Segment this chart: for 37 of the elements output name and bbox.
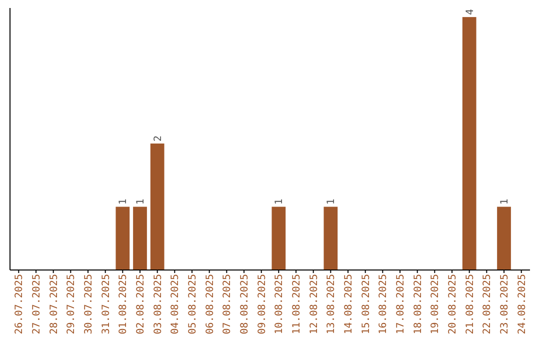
x-tick-label: 27.07.2025 [32,274,42,334]
x-tick-label: 02.08.2025 [136,274,146,334]
x-tick-label: 11.08.2025 [292,274,302,334]
data-label: 1 [136,198,146,205]
x-tick-label: 14.08.2025 [344,274,354,334]
x-tick-label: 06.08.2025 [204,274,216,334]
data-label: 1 [118,198,130,205]
x-tick-label: 12.08.2025 [308,274,320,334]
x-tick-label: 21.08.2025 [464,274,476,334]
x-tick-label: 30.07.2025 [84,274,94,334]
x-tick-label: 22.08.2025 [482,274,494,334]
x-tick-label: 28.07.2025 [48,274,60,334]
x-tick-label: 10.08.2025 [274,274,286,334]
x-tick-label: 07.08.2025 [222,274,234,334]
x-tick-label: 29.07.2025 [66,274,78,334]
x-tick-label: 18.08.2025 [412,274,424,334]
x-tick-label: 16.08.2025 [378,274,390,334]
x-tick-label: 20.08.2025 [448,274,458,334]
x-tick-label: 26.07.2025 [14,274,26,334]
x-tick-label: 19.08.2025 [430,274,442,334]
x-tick-label: 24.08.2025 [516,274,528,334]
x-tick-label: 13.08.2025 [326,274,338,334]
data-label: 1 [500,198,510,205]
x-tick-label: 17.08.2025 [396,274,406,334]
x-tick-label: 09.08.2025 [256,274,268,334]
x-tick-label: 04.08.2025 [170,274,182,334]
data-label: 4 [464,9,476,16]
x-tick-label: 23.08.2025 [500,274,510,334]
x-tick-label: 31.07.2025 [100,274,112,334]
data-label: 1 [326,198,338,205]
x-tick-label: 03.08.2025 [152,274,164,334]
data-label: 1 [274,198,286,205]
x-tick-label: 15.08.2025 [360,274,372,334]
x-tick-label: 01.08.2025 [118,274,130,334]
data-label: 2 [152,136,164,142]
x-tick-label: 08.08.2025 [240,274,250,334]
x-tick-label: 05.08.2025 [188,274,198,334]
